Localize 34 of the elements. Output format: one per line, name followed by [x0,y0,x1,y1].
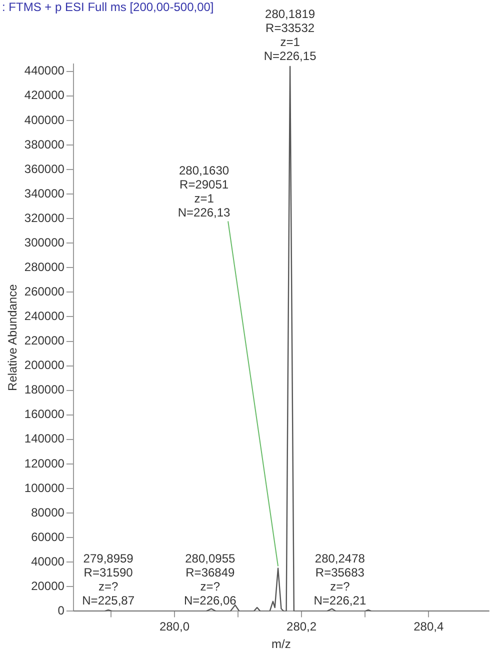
y-tick-label: 280000 [24,260,65,274]
y-tick-label: 440000 [24,64,65,78]
y-tick-label: 340000 [24,186,65,200]
y-tick-label: 120000 [24,456,65,470]
y-tick-label: 100000 [24,480,65,495]
y-tick-label: 240000 [24,309,65,324]
y-tick-label: 420000 [24,88,65,102]
x-tick-label: 280,4 [414,620,444,634]
y-tick-label: 40000 [31,554,65,568]
y-tick-label: 380000 [24,137,65,152]
y-axis-title: Relative Abundance [6,284,20,391]
y-tick-label: 320000 [24,210,65,225]
y-tick-label: 0 [58,604,65,618]
y-tick-label: 140000 [24,432,65,446]
y-tick-label: 300000 [24,235,65,250]
annotation: 280,2478 R=35683 z=? N=226,21 [314,552,366,608]
y-tick-label: 160000 [24,407,65,422]
y-tick-label: 20000 [31,578,65,593]
y-tick-label: 360000 [24,162,65,176]
chart-title: : FTMS + p ESI Full ms [200,00-500,00] [2,0,214,14]
x-axis-title: m/z [272,637,291,652]
annotation: 280,1630 R=29051 z=1 N=226,13 [178,164,231,220]
annotation: 279,8959 R=31590 z=? N=225,87 [82,552,135,608]
y-tick-label: 60000 [31,530,65,544]
y-tick-label: 200000 [24,358,65,372]
y-tick-label: 80000 [31,505,65,520]
y-tick-label: 180000 [24,382,65,397]
x-tick-label: 280,2 [286,620,317,634]
annotation: 280,0955 R=36849 z=? N=226,06 [184,552,237,608]
y-tick-label: 220000 [24,334,65,348]
x-tick-label: 280,0 [159,620,190,634]
y-tick-label: 260000 [24,284,65,299]
y-tick-label: 400000 [24,112,65,127]
annotation: 280,1819 R=33532 z=1 N=226,15 [264,6,317,63]
